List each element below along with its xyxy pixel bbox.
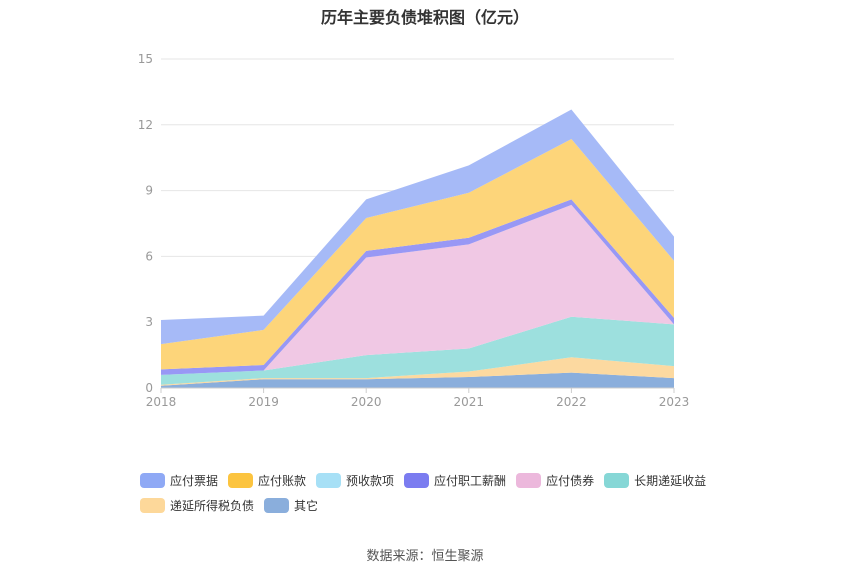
y-tick-label: 12 — [138, 118, 153, 132]
y-tick-label: 9 — [145, 184, 153, 198]
legend-item[interactable]: 长期递延收益 — [604, 472, 706, 489]
data-source: 数据来源：恒生聚源 — [366, 549, 484, 564]
legend-item[interactable]: 其它 — [264, 497, 318, 514]
chart-title: 历年主要负债堆积图（亿元） — [320, 8, 529, 27]
legend-label: 预收款项 — [346, 474, 395, 488]
legend-item[interactable]: 预收款项 — [316, 472, 394, 489]
x-tick-label: 2020 — [351, 395, 382, 409]
legend-label: 其它 — [294, 499, 319, 513]
legend-item[interactable]: 应付职工薪酬 — [404, 472, 506, 489]
legend-label: 应付账款 — [258, 474, 307, 488]
legend-item[interactable]: 递延所得税负债 — [140, 497, 254, 514]
area-chart: 0 3 6 9 12 15 2018 2019 2020 2021 2022 2023 — [138, 52, 690, 409]
x-tick-label: 2021 — [454, 395, 485, 409]
legend-label: 递延所得税负债 — [170, 499, 255, 513]
y-tick-label: 0 — [145, 381, 153, 395]
legend-item[interactable]: 应付票据 — [140, 472, 218, 489]
legend-label: 应付票据 — [170, 474, 219, 488]
y-tick-label: 6 — [145, 249, 153, 263]
legend-label: 长期递延收益 — [634, 474, 707, 488]
legend: 应付票据 应付账款 预收款项 应付职工薪酬 应付债券 长期递延收益递延所得税负债 其它 — [140, 472, 740, 522]
y-tick-label: 15 — [138, 52, 153, 66]
legend-swatch — [264, 498, 290, 513]
series-area — [161, 109, 674, 345]
legend-swatch — [140, 473, 165, 488]
series-area — [161, 372, 674, 388]
legend-item[interactable]: 应付债券 — [516, 472, 594, 489]
legend-swatch — [140, 498, 165, 513]
legend-swatch — [404, 473, 430, 488]
legend-swatch — [316, 473, 342, 488]
legend-item[interactable]: 应付账款 — [228, 472, 306, 489]
legend-label: 应付债券 — [546, 474, 595, 488]
legend-swatch — [516, 473, 542, 488]
series-area — [161, 316, 674, 385]
x-tick-label: 2022 — [556, 395, 587, 409]
series-area — [161, 357, 674, 386]
legend-label: 应付职工薪酬 — [434, 474, 507, 488]
legend-swatch — [604, 473, 630, 488]
series-area — [161, 139, 674, 370]
legend-swatch — [228, 473, 254, 488]
x-tick-label: 2023 — [659, 395, 690, 409]
x-tick-label: 2018 — [146, 395, 177, 409]
x-tick-label: 2019 — [248, 395, 279, 409]
series-area — [161, 204, 674, 375]
y-tick-label: 3 — [145, 315, 153, 329]
